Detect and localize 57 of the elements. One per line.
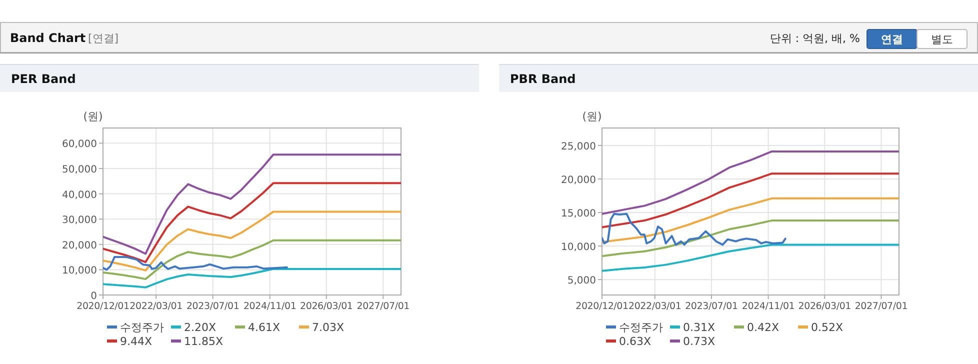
text: 별도 bbox=[931, 33, 953, 46]
y-tick-label: 40,000 bbox=[62, 190, 97, 201]
y-axis-title: (원) bbox=[582, 110, 602, 123]
y-tick-label: 30,000 bbox=[62, 215, 97, 226]
legend-label: 0.42X bbox=[747, 321, 780, 334]
legend-label: 7.03X bbox=[312, 321, 344, 334]
y-tick-label: 5,000 bbox=[567, 276, 596, 287]
y-tick-label: 20,000 bbox=[561, 174, 596, 186]
line-series bbox=[103, 268, 401, 288]
y-axis-title: (원) bbox=[83, 110, 103, 123]
legend-label: 11.85X bbox=[184, 335, 224, 348]
x-tick-label: 2022/03/01 bbox=[130, 301, 183, 312]
line-series bbox=[103, 256, 288, 271]
x-tick-label: 2020/12/01 bbox=[76, 301, 130, 312]
line-series bbox=[602, 150, 899, 215]
legend-label: 9.44X bbox=[120, 335, 152, 348]
x-tick-label: 2026/03/01 bbox=[798, 301, 852, 312]
x-tick-label: 2023/07/01 bbox=[186, 301, 240, 312]
y-tick-label: 25,000 bbox=[561, 141, 596, 152]
y-tick-label: 60,000 bbox=[62, 139, 97, 150]
legend-label: 4.61X bbox=[248, 321, 280, 334]
legend-label: 0.52X bbox=[811, 321, 844, 334]
text: 단위 : 억원, 배, % bbox=[770, 32, 860, 45]
line-series bbox=[602, 220, 899, 258]
line-series bbox=[602, 244, 899, 272]
legend-label: 0.63X bbox=[619, 335, 652, 348]
line-series bbox=[103, 239, 401, 280]
x-tick-label: 2024/11/01 bbox=[243, 301, 296, 312]
x-tick-label: 2020/12/01 bbox=[576, 301, 629, 312]
legend-label: 수정주가 bbox=[120, 321, 164, 334]
y-tick-label: 20,000 bbox=[62, 240, 97, 252]
text: Band Chart bbox=[10, 31, 86, 45]
y-tick-label: 15,000 bbox=[561, 208, 596, 220]
y-tick-label: 10,000 bbox=[62, 266, 97, 277]
y-tick-label: 10,000 bbox=[561, 242, 596, 254]
text: 연결 bbox=[881, 33, 903, 46]
chart-title: PBR Band bbox=[510, 72, 576, 86]
line-series bbox=[103, 210, 401, 272]
line-series bbox=[103, 154, 401, 255]
x-tick-label: 2024/11/01 bbox=[742, 301, 795, 312]
x-tick-label: 2027/07/01 bbox=[854, 301, 908, 312]
legend-label: 수정주가 bbox=[619, 321, 663, 334]
y-tick-label: 0 bbox=[90, 291, 97, 302]
legend-label: 0.73X bbox=[683, 335, 716, 348]
legend-label: 0.31X bbox=[683, 321, 716, 334]
legend-label: 2.20X bbox=[184, 321, 216, 334]
x-tick-label: 2022/03/01 bbox=[628, 301, 682, 312]
line-series bbox=[103, 182, 401, 264]
y-tick-label: 50,000 bbox=[62, 164, 97, 176]
text: [연결] bbox=[88, 32, 119, 45]
line-series bbox=[602, 172, 899, 228]
chart-title: PER Band bbox=[11, 72, 76, 86]
line-series bbox=[602, 197, 899, 244]
x-tick-label: 2027/07/01 bbox=[356, 301, 410, 312]
x-tick-label: 2023/07/01 bbox=[685, 301, 738, 312]
x-tick-label: 2026/03/01 bbox=[300, 301, 353, 312]
line-series bbox=[602, 212, 786, 246]
